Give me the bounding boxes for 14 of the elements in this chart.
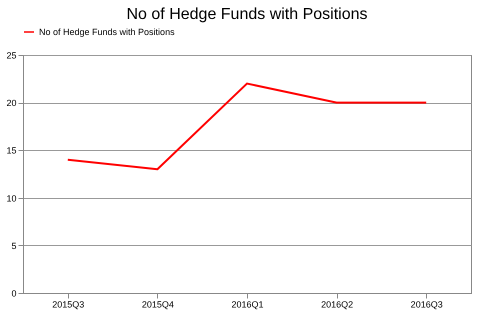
y-tick-label: 15 <box>6 146 16 156</box>
x-tick-label: 2016Q1 <box>231 300 264 310</box>
line-series <box>66 82 428 170</box>
x-tick-label: 2015Q3 <box>52 300 84 310</box>
y-tick-label: 20 <box>6 98 16 108</box>
legend-label: No of Hedge Funds with Positions <box>39 27 176 37</box>
y-tick-label: 10 <box>6 193 16 204</box>
x-tick-label: 2015Q4 <box>142 300 174 310</box>
x-tick-label: 2016Q2 <box>321 300 354 310</box>
x-tick-label: 2016Q3 <box>410 300 443 310</box>
y-tick-label: 25 <box>6 50 16 60</box>
chart-title: No of Hedge Funds with Positions <box>126 6 368 23</box>
y-tick-label: 5 <box>11 240 16 251</box>
y-tick-label: 0 <box>11 288 16 298</box>
